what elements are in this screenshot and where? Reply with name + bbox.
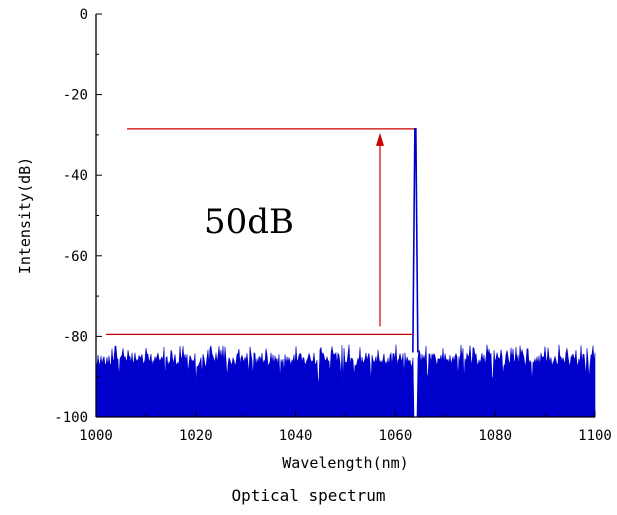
y-tick-label: 0 [80, 7, 88, 23]
y-axis-title: Intensity(dB) [16, 157, 34, 274]
y-tick-label: -40 [63, 168, 88, 184]
x-tick-label: 1080 [478, 428, 512, 444]
x-axis-title: Wavelength(nm) [282, 454, 408, 472]
x-tick-label: 1040 [279, 428, 313, 444]
noise-floor-series [95, 344, 596, 418]
x-tick-label: 1000 [79, 428, 113, 444]
y-tick-label: -80 [63, 329, 88, 345]
y-tick-label: -100 [54, 410, 88, 426]
x-tick-label: 1020 [179, 428, 213, 444]
annotation-label: 50dB [204, 202, 294, 242]
y-tick-label: -20 [63, 88, 88, 104]
arrow-head [376, 132, 384, 146]
x-tick-label: 1060 [379, 428, 413, 444]
x-tick-label: 1100 [578, 428, 612, 444]
figure-caption: Optical spectrum [231, 486, 386, 505]
peak-line [412, 128, 419, 353]
y-tick-label: -60 [63, 249, 88, 265]
